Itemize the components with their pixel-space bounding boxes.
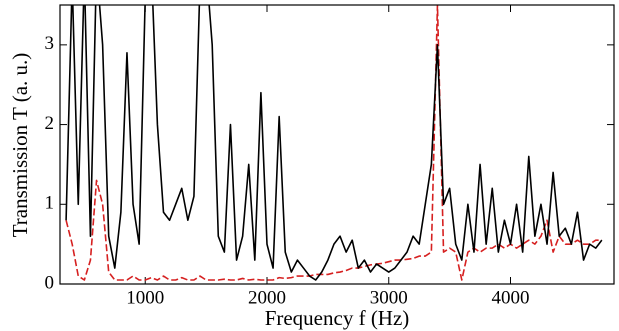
series-line	[65, 5, 603, 281]
x-axis-title: Frequency f (Hz)	[265, 306, 410, 330]
x-tick-label: 4000	[492, 287, 530, 308]
x-tick-label: 3000	[370, 287, 408, 308]
y-tick-label: 2	[45, 113, 55, 134]
y-tick-label: 3	[45, 33, 55, 54]
x-tick-label: 1000	[126, 287, 164, 308]
plot-area	[65, 5, 603, 281]
y-tick-label: 1	[45, 193, 55, 214]
y-tick-label: 0	[45, 272, 55, 293]
y-axis-title: Transmission T (a. u.)	[8, 53, 32, 238]
series-line	[65, 5, 602, 281]
plot-frame	[59, 4, 615, 285]
x-tick-label: 2000	[248, 287, 286, 308]
